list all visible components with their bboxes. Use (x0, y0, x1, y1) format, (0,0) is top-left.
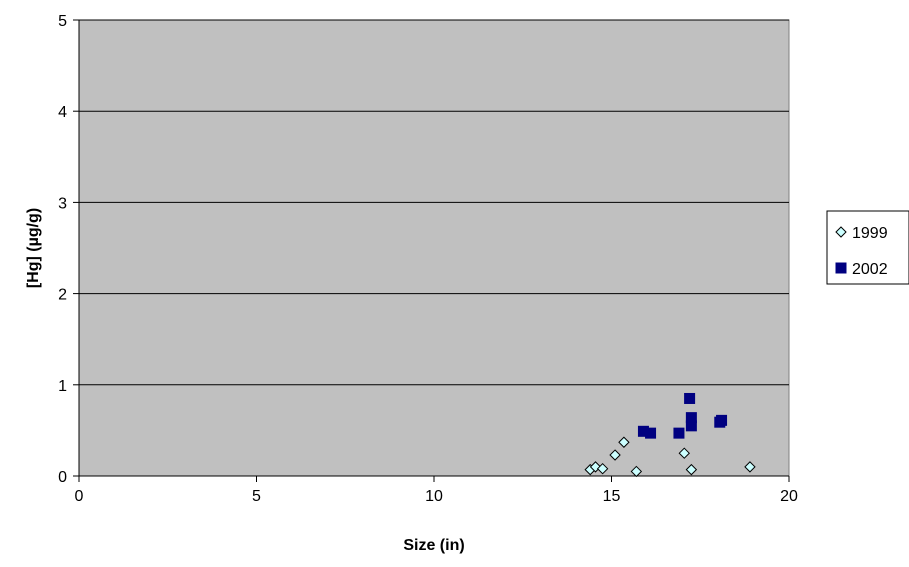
legend-marker-1999 (835, 226, 847, 238)
point-1999 (596, 462, 609, 475)
y-tick-label: 3 (58, 195, 67, 212)
legend-marker-2002 (835, 262, 847, 274)
x-tick-label: 0 (75, 488, 84, 505)
x-tick-label: 20 (780, 488, 798, 505)
y-tick-label: 5 (58, 13, 67, 30)
y-axis-title: [Hg] (µg/g) (25, 208, 42, 288)
legend-label-2002: 2002 (852, 261, 888, 278)
legend-label-1999: 1999 (852, 225, 888, 242)
point-1999 (609, 449, 621, 461)
tick-labels: 0 1 2 3 4 5 0 5 10 15 20 (58, 13, 798, 505)
y-tick-label: 4 (58, 104, 67, 121)
y-tick-label: 1 (58, 378, 67, 395)
legend: 1999 2002 (826, 210, 909, 285)
x-tick-label: 5 (252, 488, 261, 505)
x-tick-label: 15 (603, 488, 621, 505)
point-1999 (685, 463, 698, 476)
y-tick-label: 0 (58, 469, 67, 486)
point-2002 (716, 414, 728, 426)
x-axis-title: Size (in) (403, 537, 464, 554)
point-1999 (678, 447, 690, 459)
point-2002 (645, 427, 657, 439)
y-tick-label: 2 (58, 287, 67, 304)
gridlines (79, 19, 789, 386)
point-2002 (673, 427, 685, 439)
x-tick-label: 10 (425, 488, 443, 505)
point-2002 (684, 392, 696, 404)
point-1999 (630, 465, 643, 478)
data-points (584, 392, 756, 478)
plot-area (78, 19, 790, 477)
point-1999 (618, 436, 630, 448)
axes (73, 19, 790, 482)
point-2002 (685, 420, 697, 432)
point-1999 (744, 461, 756, 473)
